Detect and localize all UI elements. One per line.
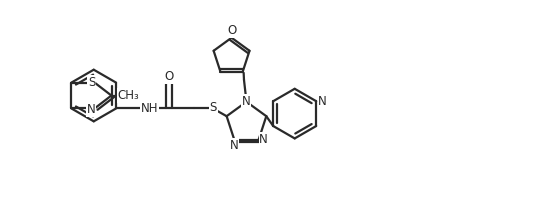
Text: N: N bbox=[242, 95, 250, 108]
Text: S: S bbox=[210, 101, 217, 114]
Text: N: N bbox=[318, 95, 327, 108]
Text: O: O bbox=[165, 70, 174, 83]
Text: N: N bbox=[259, 133, 268, 146]
Text: N: N bbox=[87, 103, 95, 116]
Text: CH₃: CH₃ bbox=[117, 89, 139, 102]
Text: O: O bbox=[227, 24, 236, 37]
Text: N: N bbox=[230, 139, 239, 152]
Text: NH: NH bbox=[141, 102, 158, 115]
Text: S: S bbox=[88, 76, 95, 89]
